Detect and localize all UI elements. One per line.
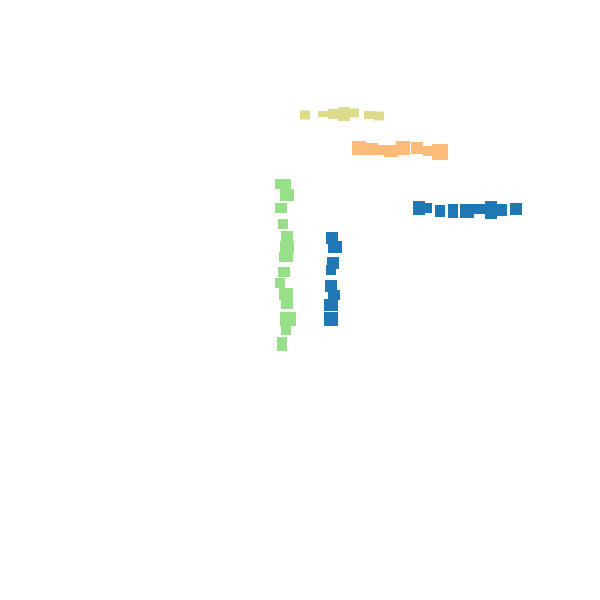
- data-point-s2-p8: [275, 278, 285, 288]
- data-point-s2-p1: [280, 189, 294, 201]
- data-point-s1-p6: [423, 146, 435, 156]
- data-point-s2-p10: [281, 299, 293, 309]
- data-point-s2-p13: [277, 337, 287, 351]
- data-point-s1-p5: [411, 142, 423, 154]
- data-point-s3-p8: [510, 203, 522, 215]
- data-point-s2-p9: [279, 288, 293, 300]
- data-point-s0-p4: [349, 108, 359, 118]
- data-point-s2-p4: [281, 231, 293, 243]
- data-point-s3-p4: [460, 204, 474, 218]
- data-point-s3-p13: [325, 280, 337, 292]
- data-point-s2-p3: [278, 219, 288, 229]
- data-point-s1-p1: [364, 143, 378, 155]
- data-point-s3-p14: [328, 290, 340, 300]
- data-point-s0-p1: [318, 111, 328, 117]
- series-3: [324, 201, 522, 326]
- data-point-s2-p0: [275, 179, 291, 189]
- data-point-s2-p6: [279, 252, 293, 262]
- data-point-s2-p2: [275, 203, 287, 213]
- data-point-s1-p0: [352, 141, 366, 155]
- data-point-s3-p3: [448, 204, 458, 218]
- data-point-s3-p15: [324, 299, 338, 311]
- data-point-s3-p6: [485, 201, 497, 219]
- data-point-s3-p7: [495, 204, 507, 216]
- data-point-s3-p10: [328, 241, 342, 253]
- data-point-s3-p1: [422, 203, 432, 213]
- data-point-s2-p7: [278, 267, 290, 277]
- data-point-s1-p2: [375, 145, 387, 155]
- data-point-s2-p12: [281, 325, 291, 335]
- data-point-s0-p6: [374, 111, 384, 121]
- data-point-s1-p3: [384, 145, 398, 157]
- data-point-s1-p4: [396, 141, 410, 155]
- data-point-s0-p5: [364, 111, 376, 119]
- data-point-s3-p2: [435, 205, 445, 217]
- series-0: [300, 107, 384, 121]
- data-point-s3-p5: [473, 204, 487, 214]
- data-point-s0-p3: [338, 107, 350, 121]
- data-point-s0-p0: [300, 110, 310, 120]
- data-point-s1-p7: [432, 144, 448, 160]
- series-1: [352, 141, 448, 160]
- data-point-s2-p5: [280, 241, 294, 253]
- data-point-s3-p12: [326, 265, 336, 275]
- data-point-s2-p11: [280, 312, 296, 326]
- data-point-s0-p2: [328, 109, 338, 119]
- data-point-s3-p16: [324, 312, 338, 326]
- series-2: [275, 179, 296, 351]
